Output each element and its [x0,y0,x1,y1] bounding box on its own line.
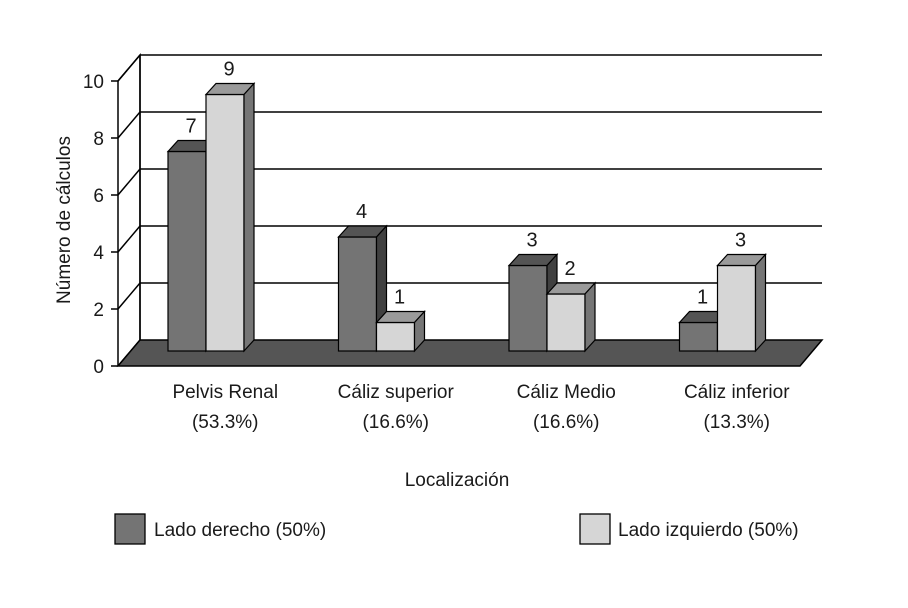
legend-swatch [114,513,146,545]
data-labels: 7 9 4 1 3 2 1 3 [185,59,746,309]
bar-front [337,236,378,352]
gridline-depth [117,225,141,253]
data-label: 2 [564,258,575,280]
data-label: 7 [185,116,196,138]
data-label: 9 [223,59,234,81]
bar-side [584,281,596,353]
left-wall [117,52,141,367]
bar-front [678,321,719,352]
legend-swatch [579,513,611,545]
chart-floor [116,339,824,367]
legend-label: Lado izquierdo (50%) [618,520,799,541]
bar-front [508,264,548,352]
category-percent: (13.3%) [703,412,770,433]
y-tick-label: 10 [83,72,104,93]
data-label: 1 [394,287,405,309]
category-percent: (16.6%) [362,412,429,433]
data-label: 4 [356,201,367,223]
bar-side [413,309,426,353]
legend-label: Lado derecho (50%) [154,520,326,541]
data-label: 3 [526,230,537,252]
category-percent: (53.3%) [192,412,259,433]
data-label: 3 [735,230,746,252]
bar [716,252,767,353]
y-axis: 0 2 4 6 8 10 [83,72,119,378]
bar-front [716,264,757,352]
bar [204,81,256,353]
bar-front [546,293,586,352]
category-labels: Pelvis Renal (53.3%) Cáliz superior (16.6%)… [172,382,790,433]
data-label: 1 [697,287,708,309]
gridline-depth [117,282,141,310]
bar-front [205,93,245,352]
category-label: Pelvis Renal [172,382,278,403]
y-tick-label: 6 [93,186,104,207]
gridline-depth [117,54,141,82]
y-tick-label: 4 [93,243,104,264]
bar-side [754,252,767,353]
bar-front [375,321,416,352]
floor-plane [116,339,824,367]
gridline-depth [117,111,141,139]
bar-front [167,150,207,352]
bars [166,81,767,353]
category-percent: (16.6%) [533,412,600,433]
bar-side [243,81,255,353]
category-label: Cáliz superior [338,382,455,403]
y-tick-label: 2 [93,300,104,321]
y-tick-label: 0 [93,357,104,378]
category-label: Cáliz Medio [517,382,616,403]
bar [375,309,426,353]
gridline-depth [117,168,141,196]
legend: Lado derecho (50%) Lado izquierdo (50%) [114,513,799,545]
y-tick-label: 8 [93,129,104,150]
x-axis-title: Localización [405,470,510,491]
bar [545,281,597,353]
chart-walls [117,52,141,367]
y-axis-title: Número de cálculos [54,136,75,304]
category-label: Cáliz inferior [684,382,790,403]
